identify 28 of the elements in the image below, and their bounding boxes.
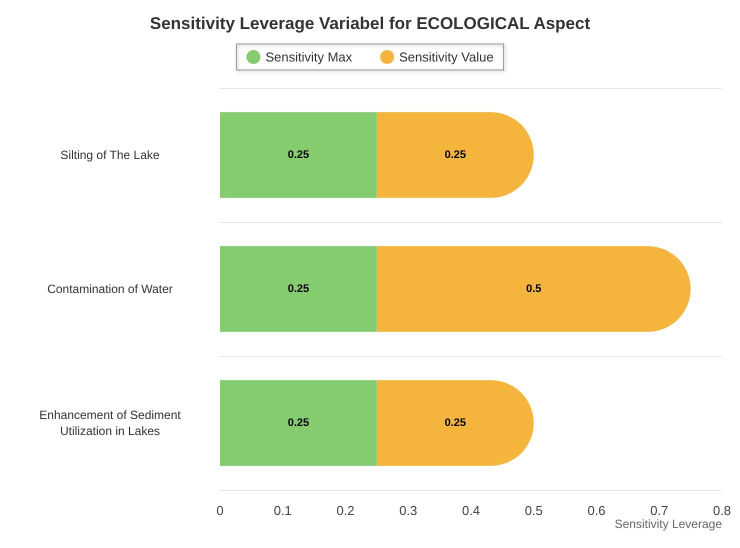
x-tick-label: 0.1 <box>274 503 292 518</box>
x-tick-label: 0.7 <box>650 503 668 518</box>
legend-label: Sensitivity Value <box>399 50 494 64</box>
x-tick-label: 0.5 <box>524 503 543 518</box>
x-tick-label: 0.4 <box>462 503 480 518</box>
data-label: 0.25 <box>288 283 310 295</box>
x-tick-label: 0.6 <box>587 503 606 518</box>
legend-label: Sensitivity Max <box>265 50 353 64</box>
data-label: 0.25 <box>444 417 466 429</box>
data-label: 0.25 <box>444 149 466 161</box>
x-axis-title: Sensitivity Leverage <box>614 517 722 531</box>
x-tick-label: 0.8 <box>712 503 732 518</box>
bar <box>220 112 377 198</box>
bar <box>220 246 377 332</box>
y-tick-label: Silting of The Lake <box>60 148 160 162</box>
data-label: 0.25 <box>288 417 310 429</box>
x-tick-label: 0.2 <box>336 503 355 518</box>
bar <box>376 246 691 332</box>
bar <box>220 380 377 466</box>
y-tick-label: Enhancement of Sediment Utilization in Lakes <box>39 408 182 438</box>
x-tick-label: 0.3 <box>399 503 418 518</box>
x-tick-label: 0 <box>216 503 224 518</box>
chart-title: Sensitivity Leverage Variabel for ECOLOGICAL Aspect <box>150 14 590 33</box>
bar <box>376 380 534 466</box>
data-label: 0.5 <box>526 283 542 295</box>
y-tick-label: Contamination of Water <box>47 282 173 296</box>
data-label: 0.25 <box>288 149 310 161</box>
bar <box>376 112 534 198</box>
